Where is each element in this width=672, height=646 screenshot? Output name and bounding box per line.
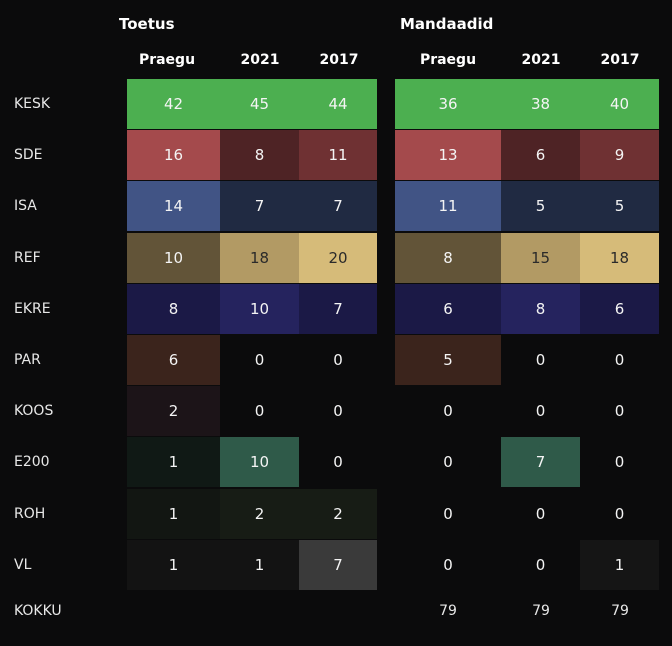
toetus-col-2017: 2017 — [319, 52, 359, 68]
mandaadid-cell-ekre-praegu: 6 — [395, 284, 501, 334]
mandaadid-cell-sde-praegu: 13 — [395, 130, 501, 180]
party-label-kesk: KESK — [14, 96, 51, 112]
toetus-cell-sde-praegu: 16 — [127, 130, 220, 180]
toetus-cell-roh-2017: 2 — [299, 489, 377, 539]
mandaadid-cell-ref-2021: 15 — [501, 233, 580, 283]
mandaadid-cell-e200-praegu: 0 — [395, 437, 501, 487]
toetus-cell-vl-2017: 7 — [299, 540, 377, 590]
party-label-e200: E200 — [14, 454, 50, 470]
toetus-col-2021: 2021 — [240, 52, 280, 68]
toetus-cell-ref-praegu: 10 — [127, 233, 220, 283]
mandaadid-cell-vl-2017: 1 — [580, 540, 659, 590]
toetus-cell-e200-praegu: 1 — [127, 437, 220, 487]
mandaadid-cell-ref-2017: 18 — [580, 233, 659, 283]
mandaadid-cell-vl-2021: 0 — [501, 540, 580, 590]
toetus-cell-koos-2017: 0 — [299, 386, 377, 436]
toetus-cell-koos-2021: 0 — [220, 386, 299, 436]
mandaadid-cell-isa-praegu: 11 — [395, 181, 501, 231]
total-mandaadid-praegu: 79 — [439, 603, 457, 619]
party-label-ref: REF — [14, 250, 41, 266]
mandaadid-cell-sde-2021: 6 — [501, 130, 580, 180]
toetus-cell-par-2021: 0 — [220, 335, 299, 385]
mandaadid-group-title: Mandaadid — [400, 15, 494, 33]
party-label-par: PAR — [14, 352, 41, 368]
mandaadid-cell-koos-2017: 0 — [580, 386, 659, 436]
toetus-cell-par-2017: 0 — [299, 335, 377, 385]
toetus-col-praegu: Praegu — [138, 52, 196, 68]
mandaadid-cell-sde-2017: 9 — [580, 130, 659, 180]
toetus-cell-roh-2021: 2 — [220, 489, 299, 539]
toetus-cell-roh-praegu: 1 — [127, 489, 220, 539]
mandaadid-cell-roh-2017: 0 — [580, 489, 659, 539]
mandaadid-cell-vl-praegu: 0 — [395, 540, 501, 590]
toetus-cell-ekre-2017: 7 — [299, 284, 377, 334]
mandaadid-cell-ref-praegu: 8 — [395, 233, 501, 283]
toetus-cell-kesk-2021: 45 — [220, 79, 299, 129]
toetus-cell-e200-2021: 10 — [220, 437, 299, 487]
total-mandaadid-2021: 79 — [532, 603, 550, 619]
party-label-vl: VL — [14, 557, 32, 573]
mandaadid-cell-roh-2021: 0 — [501, 489, 580, 539]
toetus-cell-sde-2017: 11 — [299, 130, 377, 180]
mandaadid-cell-par-praegu: 5 — [395, 335, 501, 385]
toetus-cell-par-praegu: 6 — [127, 335, 220, 385]
toetus-cell-sde-2021: 8 — [220, 130, 299, 180]
toetus-cell-vl-2021: 1 — [220, 540, 299, 590]
mandaadid-cell-par-2021: 0 — [501, 335, 580, 385]
mandaadid-col-2017: 2017 — [600, 52, 640, 68]
mandaadid-cell-e200-2017: 0 — [580, 437, 659, 487]
mandaadid-cell-koos-2021: 0 — [501, 386, 580, 436]
toetus-cell-ref-2021: 18 — [220, 233, 299, 283]
toetus-cell-kesk-2017: 44 — [299, 79, 377, 129]
toetus-group-title: Toetus — [119, 15, 175, 33]
mandaadid-cell-kesk-praegu: 36 — [395, 79, 501, 129]
party-label-ekre: EKRE — [14, 301, 51, 317]
mandaadid-col-praegu: Praegu — [419, 52, 477, 68]
mandaadid-cell-roh-praegu: 0 — [395, 489, 501, 539]
toetus-cell-vl-praegu: 1 — [127, 540, 220, 590]
mandaadid-cell-ekre-2021: 8 — [501, 284, 580, 334]
toetus-cell-isa-2021: 7 — [220, 181, 299, 231]
toetus-cell-isa-2017: 7 — [299, 181, 377, 231]
mandaadid-cell-kesk-2021: 38 — [501, 79, 580, 129]
party-label-isa: ISA — [14, 198, 37, 214]
toetus-cell-isa-praegu: 14 — [127, 181, 220, 231]
toetus-cell-e200-2017: 0 — [299, 437, 377, 487]
mandaadid-cell-kesk-2017: 40 — [580, 79, 659, 129]
party-label-koos: KOOS — [14, 403, 54, 419]
toetus-cell-ekre-2021: 10 — [220, 284, 299, 334]
toetus-cell-ref-2017: 20 — [299, 233, 377, 283]
party-label-roh: ROH — [14, 506, 46, 522]
mandaadid-cell-isa-2017: 5 — [580, 181, 659, 231]
toetus-cell-koos-praegu: 2 — [127, 386, 220, 436]
mandaadid-col-2021: 2021 — [521, 52, 561, 68]
mandaadid-cell-par-2017: 0 — [580, 335, 659, 385]
mandaadid-cell-ekre-2017: 6 — [580, 284, 659, 334]
party-label-sde: SDE — [14, 147, 43, 163]
mandaadid-cell-isa-2021: 5 — [501, 181, 580, 231]
total-label: KOKKU — [14, 603, 62, 619]
total-mandaadid-2017: 79 — [611, 603, 629, 619]
toetus-cell-ekre-praegu: 8 — [127, 284, 220, 334]
toetus-cell-kesk-praegu: 42 — [127, 79, 220, 129]
mandaadid-cell-e200-2021: 7 — [501, 437, 580, 487]
mandaadid-cell-koos-praegu: 0 — [395, 386, 501, 436]
